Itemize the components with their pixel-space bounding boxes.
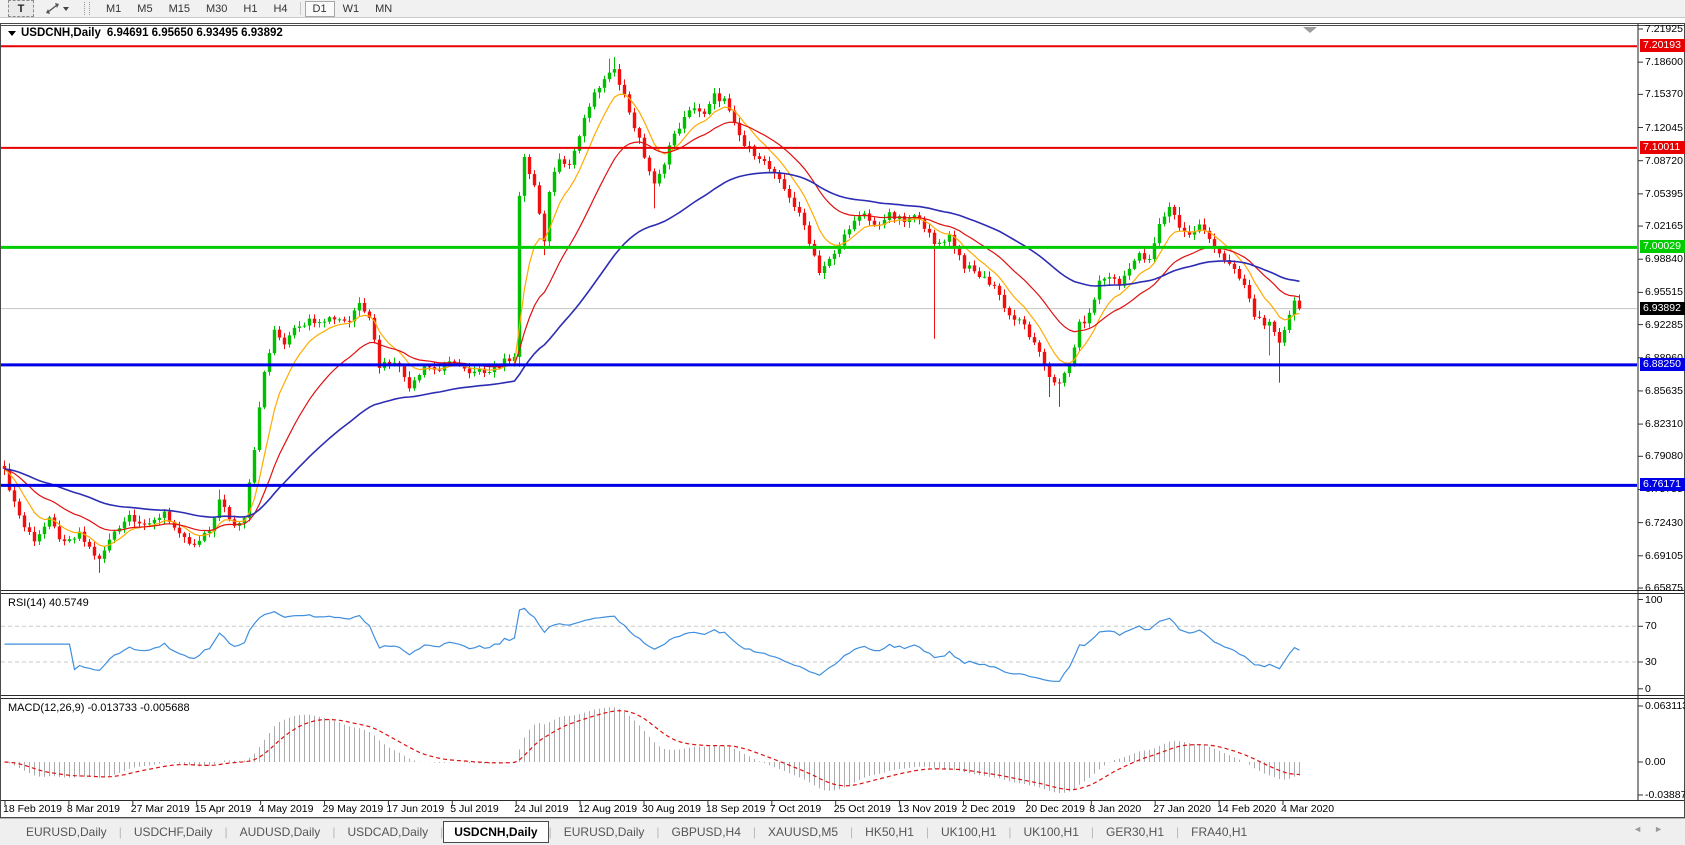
price-axis-tick: 6.65875: [1645, 582, 1683, 594]
price-axis-tick: 7.05395: [1645, 187, 1683, 200]
date-axis-label: 12 Aug 2019: [578, 803, 638, 815]
ohlc-values: 6.94691 6.95650 6.93495 6.93892: [106, 27, 283, 39]
date-axis-label: 4 Mar 2020: [1281, 803, 1335, 815]
chart-tab-bar: EURUSD,Daily USDCHF,Daily AUDUSD,Daily USDC…: [0, 818, 1685, 845]
tab-scroll-right-icon[interactable]: [1654, 824, 1675, 834]
tab-ger30-h1-11[interactable]: GER30,H1: [1106, 825, 1165, 839]
date-axis-label: 8 Jan 2020: [1089, 803, 1142, 815]
toolbar-separator: [299, 2, 301, 15]
tab-audusd-daily-2[interactable]: AUDUSD,Daily: [239, 825, 321, 839]
tab-scroll-arrows: [1633, 824, 1675, 834]
macd-axis-tick: 0.00: [1645, 756, 1666, 768]
rsi-axis-tick: 100: [1645, 593, 1663, 606]
timeframe-button-mn[interactable]: MN: [375, 2, 393, 15]
rsi-axis-tick: 70: [1645, 620, 1657, 633]
chart-title: USDCNH,Daily 6.94691 6.95650 6.93495 6.93…: [8, 27, 283, 39]
date-axis-label: 18 Sep 2019: [705, 803, 766, 815]
current-price-label: 6.93892: [1640, 301, 1685, 315]
macd-indicator-label: MACD(12,26,9) -0.013733 -0.005688: [8, 702, 190, 714]
date-axis-label: 15 Apr 2019: [194, 803, 252, 815]
price-axis-tick: 7.02165: [1645, 220, 1683, 233]
tab-eurusd-daily-5[interactable]: EURUSD,Daily: [563, 825, 645, 839]
timeframe-button-h1[interactable]: H1: [243, 2, 258, 15]
tab-fra40-h1-12[interactable]: FRA40,H1: [1191, 825, 1248, 839]
date-axis-label: 18 Feb 2019: [3, 803, 62, 815]
price-axis-tick: 6.85635: [1645, 384, 1683, 397]
rsi-axis-tick: 30: [1645, 656, 1657, 668]
date-axis-label: 25 Oct 2019: [833, 803, 891, 815]
timeframe-button-group: M1 M5 M15 M30 H1 H4 D1 W1 MN: [98, 0, 400, 17]
date-axis-label: 14 Feb 2020: [1217, 803, 1277, 815]
price-axis-tick: 6.72430: [1645, 516, 1683, 529]
date-axis-label: 29 May 2019: [322, 803, 384, 815]
tab-gbpusd-h4-6[interactable]: GBPUSD,H4: [671, 825, 741, 839]
tab-usdchf-daily-1[interactable]: USDCHF,Daily: [133, 825, 213, 839]
timeframe-button-d1[interactable]: D1: [304, 0, 335, 17]
price-axis-tick: 7.18600: [1645, 56, 1683, 69]
tab-uk100-h1-9[interactable]: UK100,H1: [941, 825, 997, 839]
text-tool-button[interactable]: T: [8, 0, 34, 17]
price-axis-tick: 7.08720: [1645, 154, 1683, 167]
price-axis-tick: 6.98840: [1645, 253, 1683, 266]
price-axis-tick: 6.95515: [1645, 286, 1683, 299]
price-axis-tick: 7.15370: [1645, 88, 1683, 101]
price-axis-tick: 6.79080: [1645, 450, 1683, 463]
tab-hk50-h1-8[interactable]: HK50,H1: [865, 825, 914, 839]
date-axis-label: 30 Aug 2019: [642, 803, 701, 815]
symbol-dropdown-icon[interactable]: [8, 31, 16, 36]
price-line-label: 7.20193: [1640, 39, 1685, 53]
date-axis-label: 8 Mar 2019: [66, 803, 121, 815]
timeframe-button-m1[interactable]: M1: [106, 2, 122, 15]
macd-axis-tick: 0.063113: [1645, 700, 1685, 713]
date-axis-label: 27 Mar 2019: [130, 803, 190, 815]
rsi-axis-tick: 0: [1645, 682, 1651, 695]
price-line-label: 7.00029: [1640, 240, 1685, 254]
timeframe-button-m15[interactable]: M15: [168, 2, 190, 15]
price-axis-tick: 6.82310: [1645, 418, 1683, 431]
tab-usdcad-daily-3[interactable]: USDCAD,Daily: [347, 825, 429, 839]
price-axis-tick: 7.12045: [1645, 121, 1683, 134]
tab-uk100-h1-10[interactable]: UK100,H1: [1023, 825, 1079, 839]
date-axis-label: 17 Jun 2019: [386, 803, 445, 815]
rsi-indicator-label: RSI(14) 40.5749: [8, 597, 89, 609]
price-axis-tick: 6.69105: [1645, 549, 1683, 562]
price-axis-tick: 6.92285: [1645, 318, 1683, 331]
toolbar-grip: [84, 2, 90, 15]
crosshair-icon: [46, 3, 59, 14]
date-axis-label: 24 Jul 2019: [514, 803, 569, 815]
chart-shift-marker-icon: [1303, 27, 1317, 33]
crosshair-tool-button[interactable]: [40, 1, 74, 16]
date-axis-label: 27 Jan 2020: [1153, 803, 1211, 815]
symbol-label: USDCNH,Daily: [21, 27, 101, 39]
tab-eurusd-daily-0[interactable]: EURUSD,Daily: [26, 825, 107, 839]
date-axis-label: 20 Dec 2019: [1025, 803, 1085, 815]
macd-axis-tick: -0.038872: [1645, 789, 1685, 801]
price-line-label: 7.10011: [1640, 140, 1685, 154]
date-axis-label: 7 Oct 2019: [769, 803, 822, 815]
date-axis-label: 2 Dec 2019: [961, 803, 1016, 815]
tab-xauusd-m5-7[interactable]: XAUUSD,M5: [768, 825, 839, 839]
timeframe-button-w1[interactable]: W1: [342, 2, 360, 15]
tab-usdcnh-daily-4[interactable]: USDCNH,Daily: [443, 821, 549, 843]
timeframe-button-h4[interactable]: H4: [273, 2, 288, 15]
date-axis-label: 4 May 2019: [258, 803, 314, 815]
price-line-label: 6.76171: [1640, 478, 1685, 492]
chevron-down-icon: [63, 6, 69, 11]
timeframe-button-m30[interactable]: M30: [205, 2, 228, 15]
price-axis-tick: 7.21925: [1645, 23, 1683, 35]
price-line-label: 6.88250: [1640, 357, 1685, 371]
date-axis-label: 13 Nov 2019: [897, 803, 958, 815]
date-axis-label: 5 Jul 2019: [450, 803, 499, 815]
timeframe-button-m5[interactable]: M5: [137, 2, 153, 15]
toolbar: T M1 M5 M15 M30 H1 H4 D1 W1 MN: [0, 0, 1685, 18]
tab-scroll-left-icon[interactable]: [1633, 824, 1654, 834]
